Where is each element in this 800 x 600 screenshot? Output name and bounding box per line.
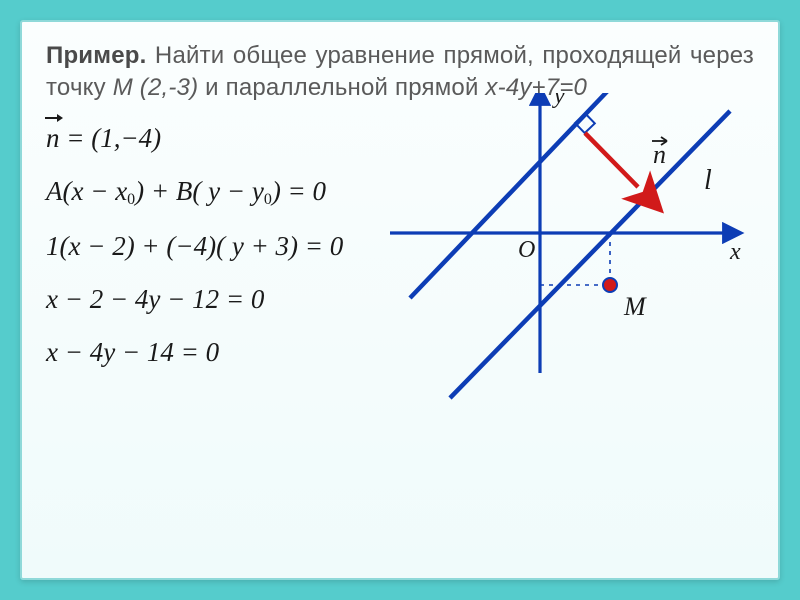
label-n: n — [652, 137, 667, 169]
content-area: n = (1,−4) A(x − x0) + B( y − y0) = 0 1(… — [46, 123, 754, 553]
given-line — [410, 93, 620, 298]
eq-general-form: A(x − x0) + B( y − y0) = 0 — [46, 176, 406, 209]
normal-vector — [585, 133, 638, 187]
label-origin: O — [518, 237, 535, 263]
svg-text:n: n — [653, 140, 666, 169]
slide-card: Пример. Найти общее уравнение прямой, пр… — [20, 20, 780, 580]
label-l: l — [704, 165, 712, 196]
label-M: M — [623, 292, 647, 321]
label-y: y — [552, 93, 565, 109]
point-M: M (2,-3) — [113, 74, 199, 101]
line-l — [450, 111, 730, 398]
eq-expanded: x − 2 − 4y − 12 = 0 — [46, 284, 406, 315]
equations-column: n = (1,−4) A(x − x0) + B( y − y0) = 0 1(… — [46, 123, 406, 390]
example-keyword: Пример. — [46, 42, 147, 69]
eq-normal-vector: n = (1,−4) — [46, 123, 406, 154]
coordinate-graph: y x O l M n — [390, 93, 750, 403]
eq-substituted: 1(x − 2) + (−4)( y + 3) = 0 — [46, 231, 406, 262]
label-x: x — [729, 239, 741, 265]
eq-result: x − 4y − 14 = 0 — [46, 337, 406, 368]
